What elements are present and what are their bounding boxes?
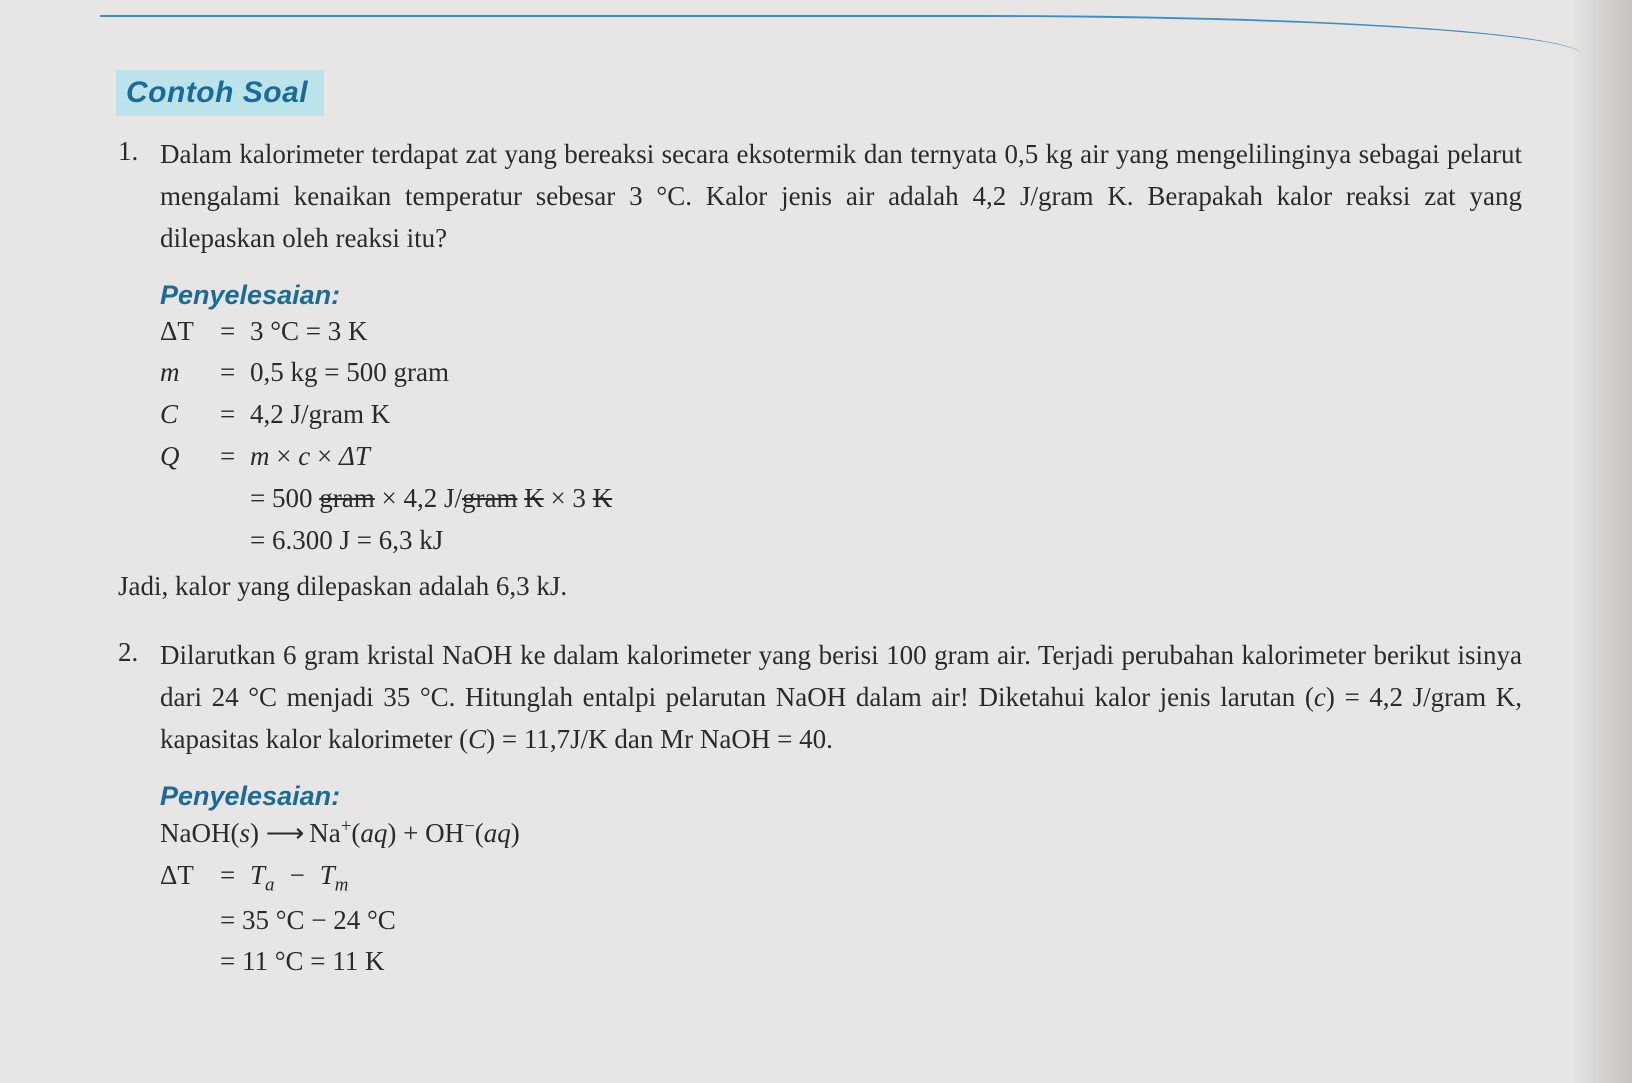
problem-text: Dalam kalorimeter terdapat zat yang bere… xyxy=(160,134,1522,260)
eq-equals: = xyxy=(220,436,250,478)
eq-strike: gram xyxy=(319,483,374,513)
eq-line-dt-calc: = 35 °C − 24 °C xyxy=(160,900,1522,942)
eq-line-dt: ΔT = Ta − Tm xyxy=(160,855,1522,900)
eq-equals: = xyxy=(220,394,250,436)
solution-label: Penyelesaian: xyxy=(160,280,1522,311)
eq-line-c: C = 4,2 J/gram K xyxy=(160,394,1522,436)
problem-text: Dilarutkan 6 gram kristal NaOH ke dalam … xyxy=(160,635,1522,761)
eq-value: 3 °C = 3 K xyxy=(250,311,368,353)
eq-value: Ta − Tm xyxy=(250,855,348,900)
eq-part: × 4,2 J/ xyxy=(375,483,462,513)
eq-part: = 500 xyxy=(250,483,319,513)
problem-number: 1. xyxy=(118,134,160,167)
eq-var: ΔT xyxy=(160,311,220,353)
page-content: Contoh Soal 1. Dalam kalorimeter terdapa… xyxy=(0,0,1632,1023)
problem-number: 2. xyxy=(118,635,160,668)
eq-line-dt-result: = 11 °C = 11 K xyxy=(160,941,1522,983)
problem-2: 2. Dilarutkan 6 gram kristal NaOH ke dal… xyxy=(110,635,1522,983)
eq-equals: = xyxy=(220,311,250,353)
eq-line-q-calc: = 500 gram × 4,2 J/gram K × 3 K xyxy=(160,478,1522,520)
eq-line-q-result: = 6.300 J = 6,3 kJ xyxy=(160,520,1522,562)
eq-line-dt: ΔT = 3 °C = 3 K xyxy=(160,311,1522,353)
eq-var: ΔT xyxy=(160,855,220,900)
eq-equals: = xyxy=(220,855,250,900)
eq-strike: gram xyxy=(462,483,517,513)
header-curve-rule xyxy=(100,15,1582,65)
eq-line-reaction: NaOH(s) ⟶ Na+(aq) + OH−(aq) xyxy=(160,812,1522,855)
eq-equals: = xyxy=(220,352,250,394)
eq-value: 0,5 kg = 500 gram xyxy=(250,352,449,394)
eq-value: m × c × ΔT xyxy=(250,436,370,478)
solution-label: Penyelesaian: xyxy=(160,781,1522,812)
solution-conclusion: Jadi, kalor yang dilepaskan adalah 6,3 k… xyxy=(118,566,1522,608)
solution-body: NaOH(s) ⟶ Na+(aq) + OH−(aq) ΔT = Ta − Tm… xyxy=(160,812,1522,983)
solution-body: ΔT = 3 °C = 3 K m = 0,5 kg = 500 gram C … xyxy=(160,311,1522,562)
eq-strike: K xyxy=(593,483,613,513)
eq-var: Q xyxy=(160,436,220,478)
section-title: Contoh Soal xyxy=(116,70,324,116)
eq-value: 4,2 J/gram K xyxy=(250,394,390,436)
eq-strike: K xyxy=(524,483,544,513)
eq-var: m xyxy=(160,352,220,394)
eq-var: C xyxy=(160,394,220,436)
eq-part: × 3 xyxy=(544,483,593,513)
problem-1: 1. Dalam kalorimeter terdapat zat yang b… xyxy=(110,134,1522,607)
eq-line-q: Q = m × c × ΔT xyxy=(160,436,1522,478)
eq-line-m: m = 0,5 kg = 500 gram xyxy=(160,352,1522,394)
